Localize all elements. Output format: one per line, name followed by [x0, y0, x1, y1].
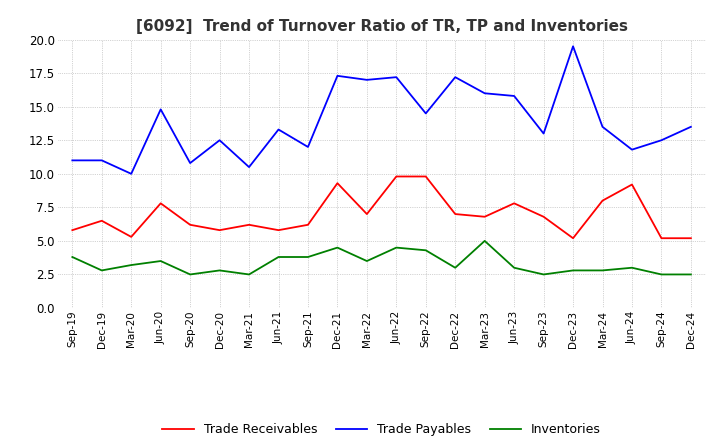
Trade Payables	[97, 158, 106, 163]
Inventories	[245, 272, 253, 277]
Trade Payables	[628, 147, 636, 152]
Inventories	[392, 245, 400, 250]
Trade Payables	[657, 138, 666, 143]
Trade Receivables	[687, 235, 696, 241]
Trade Payables	[333, 73, 342, 78]
Inventories	[274, 254, 283, 260]
Trade Payables	[363, 77, 372, 82]
Trade Receivables	[598, 198, 607, 203]
Trade Receivables	[97, 218, 106, 224]
Trade Receivables	[510, 201, 518, 206]
Inventories	[97, 268, 106, 273]
Trade Payables	[68, 158, 76, 163]
Trade Receivables	[186, 222, 194, 227]
Trade Receivables	[333, 180, 342, 186]
Trade Receivables	[421, 174, 430, 179]
Inventories	[127, 262, 135, 268]
Inventories	[421, 248, 430, 253]
Trade Payables	[392, 74, 400, 80]
Trade Receivables	[569, 235, 577, 241]
Inventories	[333, 245, 342, 250]
Trade Payables	[539, 131, 548, 136]
Trade Receivables	[304, 222, 312, 227]
Trade Payables	[304, 144, 312, 150]
Trade Payables	[274, 127, 283, 132]
Trade Receivables	[156, 201, 165, 206]
Trade Payables	[510, 93, 518, 99]
Inventories	[363, 258, 372, 264]
Trade Receivables	[363, 211, 372, 216]
Inventories	[657, 272, 666, 277]
Title: [6092]  Trend of Turnover Ratio of TR, TP and Inventories: [6092] Trend of Turnover Ratio of TR, TP…	[135, 19, 628, 34]
Legend: Trade Receivables, Trade Payables, Inventories: Trade Receivables, Trade Payables, Inven…	[157, 418, 606, 440]
Trade Receivables	[451, 211, 459, 216]
Trade Receivables	[628, 182, 636, 187]
Trade Receivables	[657, 235, 666, 241]
Inventories	[156, 258, 165, 264]
Trade Receivables	[480, 214, 489, 220]
Trade Payables	[215, 138, 224, 143]
Trade Payables	[156, 107, 165, 112]
Trade Payables	[598, 124, 607, 129]
Inventories	[598, 268, 607, 273]
Trade Receivables	[127, 234, 135, 239]
Trade Receivables	[539, 214, 548, 220]
Trade Receivables	[215, 227, 224, 233]
Inventories	[451, 265, 459, 270]
Inventories	[304, 254, 312, 260]
Trade Payables	[569, 44, 577, 49]
Trade Payables	[421, 111, 430, 116]
Trade Receivables	[274, 227, 283, 233]
Inventories	[687, 272, 696, 277]
Line: Trade Receivables: Trade Receivables	[72, 176, 691, 238]
Inventories	[628, 265, 636, 270]
Trade Payables	[451, 74, 459, 80]
Inventories	[539, 272, 548, 277]
Inventories	[510, 265, 518, 270]
Trade Payables	[480, 91, 489, 96]
Inventories	[186, 272, 194, 277]
Inventories	[68, 254, 76, 260]
Trade Receivables	[392, 174, 400, 179]
Inventories	[480, 238, 489, 244]
Line: Trade Payables: Trade Payables	[72, 46, 691, 174]
Line: Inventories: Inventories	[72, 241, 691, 275]
Trade Receivables	[245, 222, 253, 227]
Trade Payables	[687, 124, 696, 129]
Trade Payables	[127, 171, 135, 176]
Trade Payables	[186, 161, 194, 166]
Inventories	[569, 268, 577, 273]
Inventories	[215, 268, 224, 273]
Trade Receivables	[68, 227, 76, 233]
Trade Payables	[245, 165, 253, 170]
